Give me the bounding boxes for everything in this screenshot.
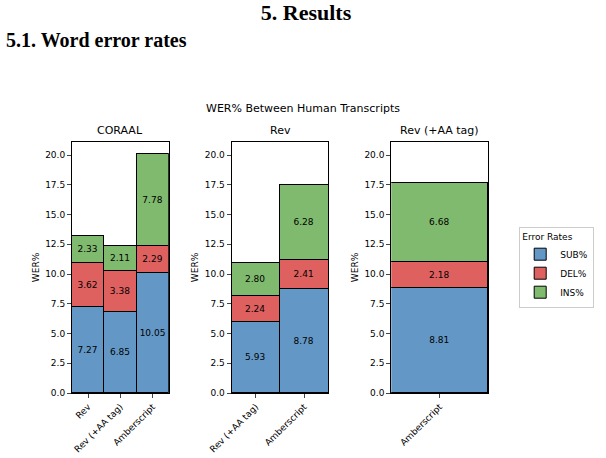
svg-text:Rev (+AA tag): Rev (+AA tag): [208, 402, 261, 455]
svg-text:Amberscript: Amberscript: [111, 402, 157, 448]
svg-text:2.24: 2.24: [245, 304, 265, 314]
svg-text:15.0: 15.0: [205, 210, 225, 220]
svg-text:2.33: 2.33: [77, 244, 97, 254]
svg-text:2.11: 2.11: [110, 253, 130, 263]
svg-text:5.93: 5.93: [245, 352, 265, 362]
svg-text:CORAAL: CORAAL: [97, 124, 143, 137]
svg-text:Rev: Rev: [270, 124, 291, 137]
svg-text:7.78: 7.78: [142, 195, 162, 205]
svg-text:WER%: WER%: [190, 252, 200, 282]
svg-text:20.0: 20.0: [45, 150, 65, 160]
svg-text:8.78: 8.78: [293, 336, 313, 346]
svg-text:7.5: 7.5: [370, 299, 384, 309]
html-text:5. Results: 5. Results: [260, 0, 352, 25]
svg-text:3.38: 3.38: [110, 286, 130, 296]
svg-text:5.0: 5.0: [51, 329, 66, 339]
svg-text:Rev (+AA tag): Rev (+AA tag): [72, 402, 125, 455]
svg-text:17.5: 17.5: [364, 180, 384, 190]
svg-text:0.0: 0.0: [51, 388, 66, 398]
svg-text:20.0: 20.0: [205, 150, 225, 160]
svg-text:Rev (+AA tag): Rev (+AA tag): [400, 124, 479, 137]
svg-text:WER%: WER%: [31, 252, 41, 282]
svg-text:10.0: 10.0: [45, 269, 65, 279]
svg-text:7.5: 7.5: [210, 299, 224, 309]
svg-text:15.0: 15.0: [364, 210, 384, 220]
svg-text:INS%: INS%: [560, 288, 584, 298]
svg-text:7.5: 7.5: [51, 299, 65, 309]
svg-text:WER% Between Human Transcripts: WER% Between Human Transcripts: [206, 102, 400, 115]
svg-text:Amberscript: Amberscript: [398, 402, 444, 448]
svg-text:2.5: 2.5: [210, 358, 224, 368]
svg-text:7.27: 7.27: [77, 345, 97, 355]
svg-text:SUB%: SUB%: [560, 250, 587, 260]
svg-text:2.18: 2.18: [429, 270, 449, 280]
svg-text:8.81: 8.81: [429, 335, 449, 345]
svg-text:12.5: 12.5: [364, 239, 384, 249]
svg-text:Amberscript: Amberscript: [263, 402, 309, 448]
svg-text:6.85: 6.85: [110, 347, 130, 357]
svg-text:10.05: 10.05: [140, 328, 166, 338]
svg-text:0.0: 0.0: [370, 388, 385, 398]
svg-text:2.41: 2.41: [294, 269, 314, 279]
svg-text:5.0: 5.0: [210, 329, 225, 339]
svg-text:Error Rates: Error Rates: [522, 232, 572, 242]
svg-text:10.0: 10.0: [364, 269, 384, 279]
svg-text:2.80: 2.80: [245, 274, 265, 284]
svg-text:WER%: WER%: [350, 252, 360, 282]
svg-text:2.29: 2.29: [142, 254, 162, 264]
svg-text:12.5: 12.5: [205, 239, 225, 249]
svg-text:6.28: 6.28: [293, 217, 313, 227]
svg-text:10.0: 10.0: [205, 269, 225, 279]
svg-text:3.62: 3.62: [77, 280, 97, 290]
svg-text:DEL%: DEL%: [560, 269, 587, 279]
svg-text:Rev: Rev: [74, 401, 93, 420]
svg-text:2.5: 2.5: [370, 358, 384, 368]
svg-text:20.0: 20.0: [364, 150, 384, 160]
svg-text:17.5: 17.5: [205, 180, 225, 190]
html-text:5.1. Word error rates: 5.1. Word error rates: [6, 29, 187, 51]
svg-text:0.0: 0.0: [210, 388, 225, 398]
svg-text:15.0: 15.0: [45, 210, 65, 220]
svg-text:2.5: 2.5: [51, 358, 65, 368]
svg-text:6.68: 6.68: [429, 217, 449, 227]
svg-text:17.5: 17.5: [45, 180, 65, 190]
svg-text:12.5: 12.5: [45, 239, 65, 249]
svg-text:5.0: 5.0: [370, 329, 385, 339]
